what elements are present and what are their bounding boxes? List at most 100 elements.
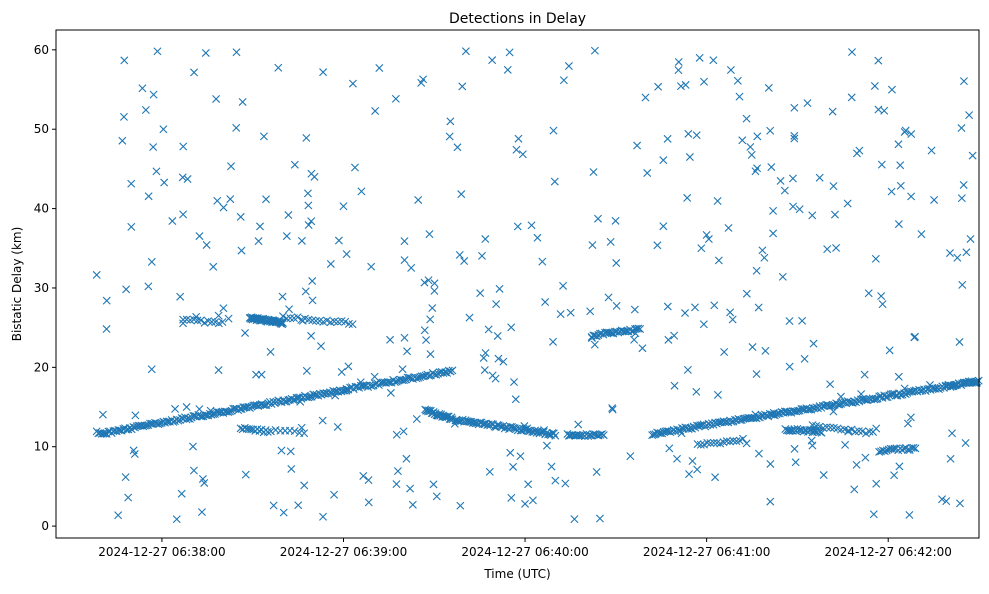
detection-point bbox=[766, 497, 775, 506]
detection-point bbox=[432, 492, 441, 501]
detection-point bbox=[566, 308, 575, 317]
detection-point bbox=[664, 335, 673, 344]
detection-point bbox=[782, 407, 791, 416]
detection-point bbox=[350, 163, 359, 172]
detection-point bbox=[131, 411, 140, 420]
detection-point bbox=[538, 257, 547, 266]
detection-point bbox=[721, 418, 730, 427]
detection-point bbox=[447, 413, 456, 422]
detection-point bbox=[542, 441, 551, 450]
detection-point bbox=[865, 427, 874, 436]
detection-point bbox=[959, 180, 968, 189]
detection-point bbox=[393, 467, 402, 476]
detection-point bbox=[880, 106, 889, 115]
detection-point bbox=[681, 80, 690, 89]
detection-point bbox=[766, 459, 775, 468]
detection-point bbox=[843, 199, 852, 208]
detection-point bbox=[232, 123, 241, 132]
detection-point bbox=[695, 53, 704, 62]
detection-point bbox=[144, 282, 153, 291]
detection-point bbox=[767, 163, 776, 172]
detection-point bbox=[195, 405, 204, 414]
detection-point bbox=[282, 314, 291, 323]
detection-point bbox=[277, 318, 286, 327]
detection-point bbox=[795, 205, 804, 214]
detection-point bbox=[510, 378, 518, 387]
detection-point bbox=[589, 168, 598, 177]
detection-point bbox=[822, 423, 831, 432]
points-layer bbox=[92, 46, 983, 524]
detection-point bbox=[364, 476, 373, 485]
detection-point bbox=[688, 457, 697, 465]
detection-point bbox=[109, 427, 118, 436]
detection-point bbox=[309, 390, 318, 399]
detection-point bbox=[753, 164, 762, 173]
detection-point bbox=[236, 212, 245, 221]
detection-point bbox=[739, 414, 748, 423]
detection-point bbox=[790, 103, 799, 112]
detection-point bbox=[224, 314, 233, 323]
detection-point bbox=[709, 56, 718, 65]
detection-point bbox=[176, 292, 185, 301]
detection-point bbox=[202, 240, 211, 249]
detection-point bbox=[511, 395, 520, 404]
detection-point bbox=[604, 293, 613, 302]
detection-point bbox=[713, 438, 722, 447]
detection-point bbox=[874, 56, 883, 65]
detection-point bbox=[764, 83, 773, 92]
detection-point bbox=[506, 422, 515, 431]
detection-point bbox=[870, 81, 879, 90]
detection-point bbox=[927, 146, 936, 155]
detection-point bbox=[858, 427, 867, 436]
detection-point bbox=[970, 378, 979, 387]
detection-point bbox=[375, 63, 384, 72]
detection-point bbox=[808, 441, 817, 450]
detection-point bbox=[200, 478, 209, 487]
detection-point bbox=[746, 142, 755, 151]
detection-point bbox=[684, 129, 693, 138]
detection-point bbox=[694, 421, 703, 430]
detection-point bbox=[794, 426, 803, 435]
detection-point bbox=[492, 300, 501, 309]
detection-point bbox=[319, 512, 328, 521]
detection-point bbox=[664, 427, 673, 436]
detection-point bbox=[742, 289, 751, 298]
detection-point bbox=[141, 421, 149, 430]
detection-point bbox=[371, 106, 380, 115]
detection-point bbox=[735, 92, 744, 101]
detection-point bbox=[425, 230, 434, 239]
detection-point bbox=[674, 66, 683, 75]
detection-point bbox=[541, 298, 550, 307]
detection-point bbox=[766, 126, 775, 135]
detection-point bbox=[386, 388, 395, 397]
detection-point bbox=[491, 374, 500, 383]
detection-point bbox=[632, 324, 641, 333]
detection-point bbox=[828, 107, 837, 116]
detection-point bbox=[654, 429, 663, 438]
detection-point bbox=[699, 320, 708, 329]
detection-point bbox=[549, 126, 558, 135]
detection-point bbox=[549, 337, 557, 346]
detection-point bbox=[703, 438, 712, 447]
detection-point bbox=[870, 395, 879, 404]
detection-point bbox=[861, 453, 870, 462]
detection-point bbox=[213, 196, 222, 205]
detection-point bbox=[259, 132, 268, 141]
detection-point bbox=[784, 408, 793, 417]
detection-point bbox=[124, 493, 133, 502]
detection-point bbox=[149, 90, 158, 99]
detection-point bbox=[201, 48, 210, 57]
detection-point bbox=[207, 317, 216, 326]
detection-point bbox=[559, 281, 568, 290]
detection-point bbox=[183, 175, 192, 184]
detection-point bbox=[809, 339, 818, 348]
detection-point bbox=[909, 443, 918, 452]
detection-point bbox=[638, 344, 647, 353]
detection-point bbox=[179, 319, 188, 328]
detection-point bbox=[182, 403, 191, 412]
detection-point bbox=[606, 237, 615, 246]
detection-point bbox=[505, 48, 514, 57]
detection-point bbox=[732, 437, 741, 446]
detection-point bbox=[608, 404, 617, 413]
